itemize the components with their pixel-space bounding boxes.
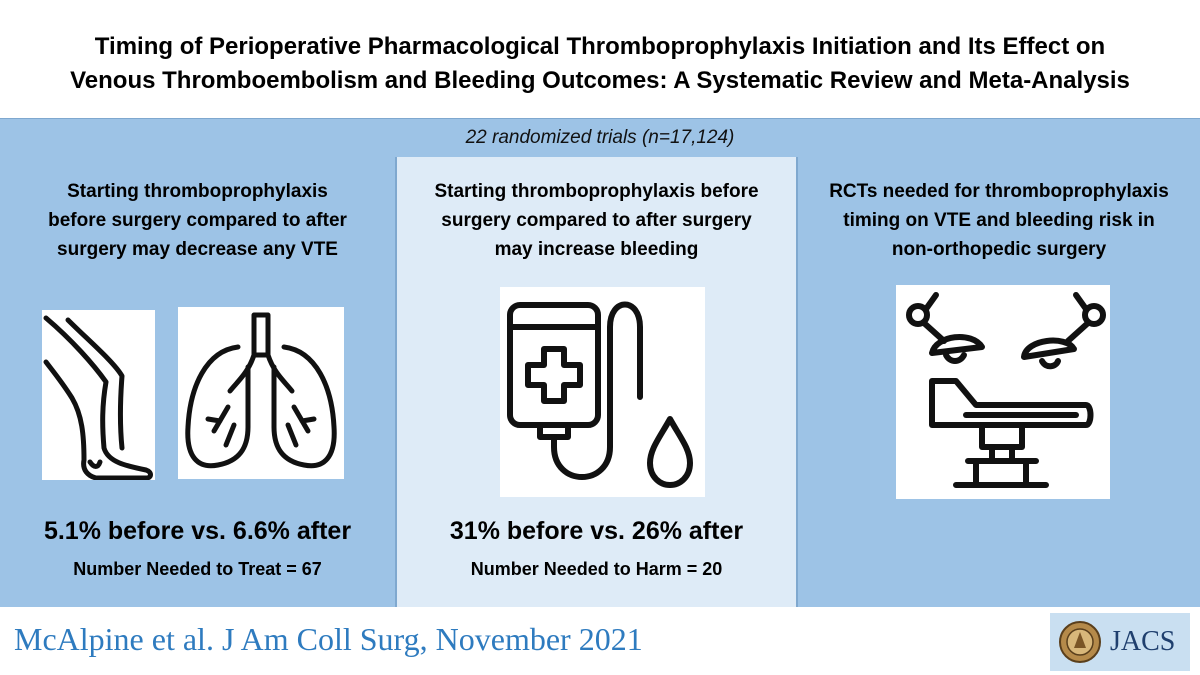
bleeding-heading-line: may increase bleeding xyxy=(494,239,699,260)
citation: McAlpine et al. J Am Coll Surg, November… xyxy=(14,621,643,657)
page-title: Timing of Perioperative Pharmacological … xyxy=(0,30,1200,98)
operating-room-icon xyxy=(896,285,1110,499)
rcts-heading-line: non-orthopedic surgery xyxy=(891,239,1107,260)
rcts-heading-line: RCTs needed for thromboprophylaxis xyxy=(829,181,1169,202)
bleeding-panel: Starting thromboprophylaxis before surge… xyxy=(395,157,798,607)
bleeding-heading: Starting thromboprophylaxis before surge… xyxy=(407,177,786,264)
rcts-heading-line: timing on VTE and bleeding risk in xyxy=(843,210,1155,231)
vte-heading-line: before surgery compared to after xyxy=(48,210,347,231)
lungs-icon xyxy=(178,307,344,479)
trials-band: 22 randomized trials (n=17,124) xyxy=(0,118,1200,158)
journal-name: JACS xyxy=(1110,626,1176,657)
vte-stat: 5.1% before vs. 6.6% after xyxy=(43,517,352,545)
title-line-1: Timing of Perioperative Pharmacological … xyxy=(94,33,1106,60)
bleeding-stat: 31% before vs. 26% after xyxy=(449,517,744,545)
trials-summary: 22 randomized trials (n=17,124) xyxy=(465,127,735,148)
bleeding-heading-line: surgery compared to after surgery xyxy=(441,210,752,231)
vte-heading: Starting thromboprophylaxis before surge… xyxy=(10,177,385,264)
vte-heading-line: Starting thromboprophylaxis xyxy=(67,181,328,202)
title-line-2: Venous Thromboembolism and Bleeding Outc… xyxy=(70,67,1130,94)
vte-panel: Starting thromboprophylaxis before surge… xyxy=(0,157,395,607)
bleeding-heading-line: Starting thromboprophylaxis before xyxy=(434,181,759,202)
vte-heading-line: surgery may decrease any VTE xyxy=(57,239,338,260)
college-seal-icon xyxy=(1058,620,1102,664)
leg-icon xyxy=(42,310,155,480)
iv-bag-icon xyxy=(500,287,705,497)
bleeding-number-needed: Number Needed to Harm = 20 xyxy=(470,559,723,579)
journal-logo: JACS xyxy=(1050,613,1190,671)
footer: McAlpine et al. J Am Coll Surg, November… xyxy=(0,607,1200,675)
rcts-heading: RCTs needed for thromboprophylaxis timin… xyxy=(808,177,1190,264)
vte-number-needed: Number Needed to Treat = 67 xyxy=(73,559,322,579)
rcts-panel: RCTs needed for thromboprophylaxis timin… xyxy=(798,157,1200,607)
